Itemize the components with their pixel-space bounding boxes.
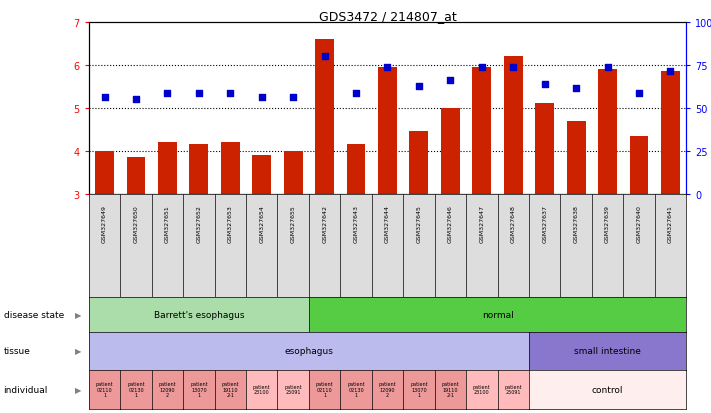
Text: ▶: ▶ <box>75 347 82 356</box>
Text: GSM327655: GSM327655 <box>291 204 296 242</box>
Text: GDS3472 / 214807_at: GDS3472 / 214807_at <box>319 10 456 23</box>
Text: GSM327644: GSM327644 <box>385 204 390 242</box>
Point <box>319 54 331 60</box>
Point <box>99 95 110 101</box>
Bar <box>95 151 114 194</box>
Text: normal: normal <box>481 311 513 319</box>
Text: patient
23100: patient 23100 <box>253 384 271 394</box>
Bar <box>252 156 271 194</box>
Text: patient
12090
2: patient 12090 2 <box>379 381 396 397</box>
Text: control: control <box>592 385 624 394</box>
Text: tissue: tissue <box>4 347 31 356</box>
Text: small intestine: small intestine <box>574 347 641 356</box>
Text: GSM327653: GSM327653 <box>228 204 232 242</box>
Text: GSM327642: GSM327642 <box>322 204 327 242</box>
Text: patient
23100: patient 23100 <box>473 384 491 394</box>
Text: GSM327650: GSM327650 <box>134 204 139 242</box>
Bar <box>189 145 208 194</box>
Bar <box>347 145 365 194</box>
Bar <box>661 72 680 194</box>
Point <box>382 64 393 71</box>
Point <box>225 90 236 97</box>
Text: ▶: ▶ <box>75 311 82 319</box>
Bar <box>441 109 460 194</box>
Text: esophagus: esophagus <box>284 347 333 356</box>
Point <box>287 95 299 101</box>
Text: patient
02110
1: patient 02110 1 <box>316 381 333 397</box>
Point <box>602 64 613 71</box>
Bar <box>410 132 428 194</box>
Text: GSM327641: GSM327641 <box>668 204 673 242</box>
Point <box>539 81 550 88</box>
Text: patient
25091: patient 25091 <box>284 384 302 394</box>
Bar <box>598 70 617 194</box>
Point <box>413 84 424 90</box>
Text: GSM327643: GSM327643 <box>353 204 358 242</box>
Bar <box>127 158 146 194</box>
Text: GSM327654: GSM327654 <box>260 204 264 242</box>
Bar <box>504 57 523 194</box>
Text: patient
19110
2-1: patient 19110 2-1 <box>442 381 459 397</box>
Bar <box>567 121 586 194</box>
Text: ▶: ▶ <box>75 385 82 394</box>
Bar <box>221 143 240 194</box>
Bar <box>629 136 648 194</box>
Bar <box>472 68 491 194</box>
Text: patient
02110
1: patient 02110 1 <box>96 381 113 397</box>
Text: GSM327637: GSM327637 <box>542 204 547 242</box>
Text: GSM327640: GSM327640 <box>636 204 641 242</box>
Bar <box>315 40 334 194</box>
Bar <box>378 68 397 194</box>
Text: disease state: disease state <box>4 311 64 319</box>
Text: GSM327649: GSM327649 <box>102 204 107 242</box>
Point <box>130 97 141 103</box>
Text: patient
13070
1: patient 13070 1 <box>410 381 428 397</box>
Text: patient
12090
2: patient 12090 2 <box>159 381 176 397</box>
Text: GSM327646: GSM327646 <box>448 204 453 242</box>
Point <box>476 64 488 71</box>
Text: individual: individual <box>4 385 48 394</box>
Text: patient
25091: patient 25091 <box>504 384 522 394</box>
Text: Barrett's esophagus: Barrett's esophagus <box>154 311 244 319</box>
Point <box>351 90 362 97</box>
Text: GSM327639: GSM327639 <box>605 204 610 242</box>
Bar <box>284 151 303 194</box>
Text: GSM327648: GSM327648 <box>510 204 515 242</box>
Text: patient
02130
1: patient 02130 1 <box>347 381 365 397</box>
Text: patient
02130
1: patient 02130 1 <box>127 381 145 397</box>
Text: patient
13070
1: patient 13070 1 <box>190 381 208 397</box>
Text: GSM327651: GSM327651 <box>165 204 170 242</box>
Text: GSM327638: GSM327638 <box>574 204 579 242</box>
Point <box>256 95 267 101</box>
Point <box>193 90 205 97</box>
Point <box>508 64 519 71</box>
Point <box>162 90 173 97</box>
Text: GSM327645: GSM327645 <box>417 204 422 242</box>
Bar <box>158 143 177 194</box>
Point <box>444 77 456 84</box>
Point <box>634 90 645 97</box>
Text: GSM327652: GSM327652 <box>196 204 201 242</box>
Bar <box>535 104 554 194</box>
Text: GSM327647: GSM327647 <box>479 204 484 242</box>
Point <box>665 69 676 75</box>
Point <box>570 86 582 93</box>
Text: patient
19110
2-1: patient 19110 2-1 <box>222 381 239 397</box>
